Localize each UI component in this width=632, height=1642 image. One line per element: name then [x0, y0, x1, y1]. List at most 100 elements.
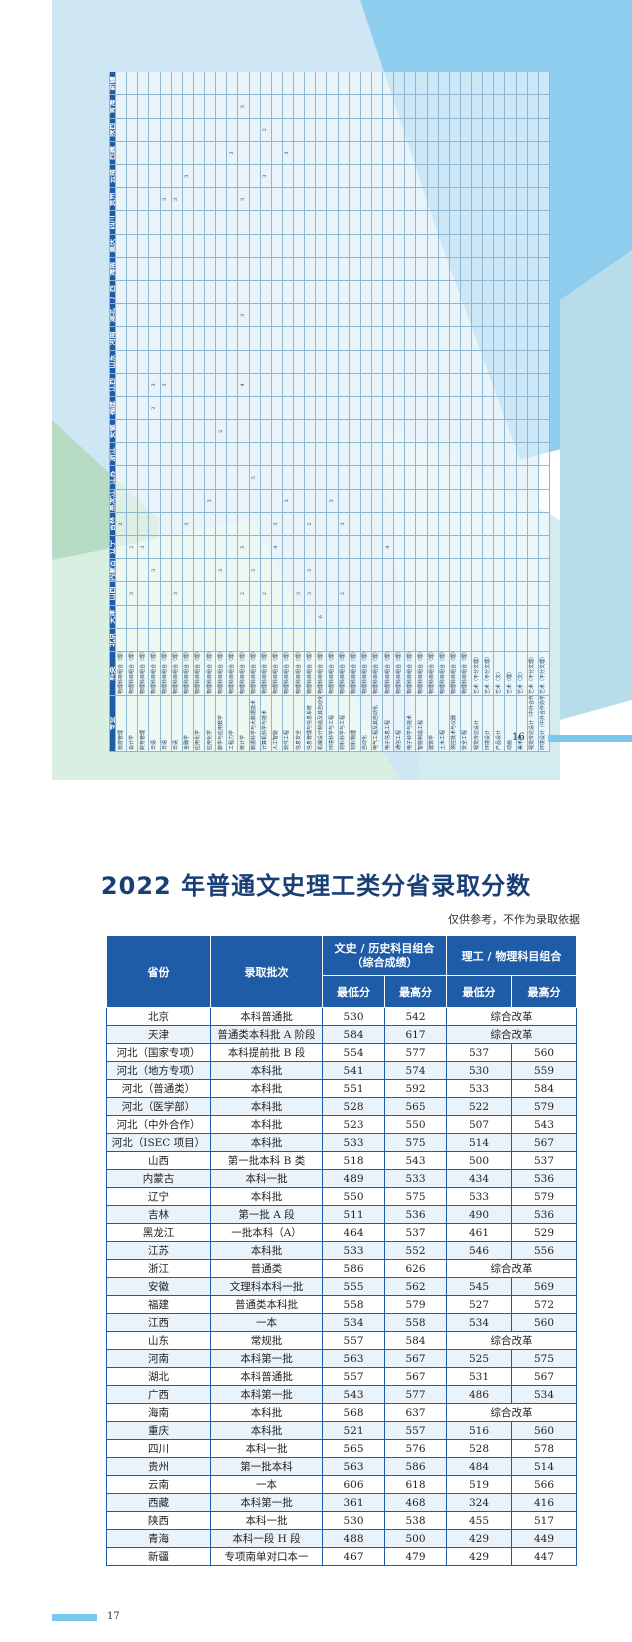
- table-row: 河北（地方专项） 本科批 541 574 530 559: [106, 1061, 577, 1080]
- quota-cell: [516, 118, 528, 142]
- quota-cell: [215, 257, 227, 281]
- subject-group-cell: 物理科目组合（理）: [293, 651, 305, 696]
- quota-cell: [493, 164, 505, 188]
- quota-cell: [471, 396, 483, 420]
- quota-cell: [193, 628, 205, 652]
- quota-cell: [148, 141, 160, 165]
- arts-max-score-cell: 468: [384, 1493, 447, 1512]
- quota-cell: [304, 303, 316, 327]
- quota-cell: [215, 118, 227, 142]
- quota-cell: [404, 280, 416, 304]
- quota-cell: [415, 350, 427, 374]
- quota-cell: [460, 535, 472, 559]
- quota-cell: 4: [237, 373, 249, 397]
- table-row: 青海 本科一段 H 段 488 500 429 449: [106, 1529, 577, 1548]
- science-min-score-cell: 516: [446, 1421, 512, 1440]
- quota-cell: 3: [126, 581, 138, 606]
- quota-cell: [226, 164, 238, 188]
- quota-cell: [137, 257, 149, 281]
- quota-cell: [338, 72, 350, 95]
- quota-cell: [237, 628, 249, 652]
- quota-cell: [427, 396, 439, 420]
- table-row: 河南 本科第一批 563 567 525 575: [106, 1349, 577, 1368]
- quota-cell: [326, 164, 338, 188]
- major-name-cell: 会计学: [126, 695, 138, 752]
- arts-min-score-cell: 550: [322, 1187, 385, 1206]
- major-table-row: 安全工程 物理科目组合（理）: [460, 72, 472, 752]
- quota-cell: [349, 210, 361, 235]
- table-row: 内蒙古 本科一批 489 533 434 536: [106, 1169, 577, 1188]
- quota-cell: [460, 350, 472, 374]
- quota-cell: [349, 187, 361, 211]
- batch-cell: 一本: [210, 1313, 323, 1332]
- quota-cell: [404, 350, 416, 374]
- quota-cell: [504, 489, 516, 513]
- header-arts-min: 最低分: [322, 975, 385, 1008]
- quota-cell: [193, 95, 205, 119]
- major-table-row: 环境设计 艺术（不分文理）: [482, 72, 494, 752]
- quota-cell: [438, 210, 450, 235]
- major-table-row: 测控技术与仪器 物理科目组合（理）: [449, 72, 461, 752]
- quota-cell: [527, 489, 539, 513]
- quota-cell: [438, 558, 450, 582]
- quota-cell: [360, 72, 372, 95]
- quota-cell: [393, 210, 405, 235]
- quota-cell: [326, 303, 338, 327]
- subject-group-cell: 物理科目组合（理）: [326, 651, 338, 696]
- arts-min-score-cell: 511: [322, 1205, 385, 1224]
- quota-cell: [249, 373, 261, 397]
- quota-cell: 3: [304, 581, 316, 606]
- quota-cell: [293, 210, 305, 235]
- quota-cell: [349, 373, 361, 397]
- quota-cell: [237, 350, 249, 374]
- quota-cell: 4: [271, 535, 283, 559]
- quota-cell: [260, 605, 272, 629]
- quota-cell: [527, 303, 539, 327]
- science-min-score-cell: 490: [446, 1205, 512, 1224]
- quota-cell: [415, 581, 427, 606]
- quota-cell: [237, 141, 249, 165]
- quota-cell: [293, 280, 305, 304]
- quota-cell: [226, 605, 238, 629]
- province-cell: 山东: [106, 1331, 211, 1350]
- quota-cell: [204, 210, 216, 235]
- quota-cell: [171, 164, 183, 188]
- quota-cell: 3: [237, 95, 249, 119]
- quota-cell: [215, 512, 227, 536]
- quota-cell: [538, 512, 550, 536]
- quota-cell: [471, 118, 483, 142]
- major-name-cell: 安全工程: [460, 695, 472, 752]
- quota-cell: [193, 164, 205, 188]
- quota-cell: [493, 396, 505, 420]
- quota-cell: [338, 118, 350, 142]
- quota-cell: [204, 72, 216, 95]
- quota-cell: [226, 257, 238, 281]
- quota-cell: [282, 419, 294, 443]
- quota-cell: [360, 303, 372, 327]
- quota-cell: [115, 234, 127, 258]
- quota-cell: [504, 303, 516, 327]
- quota-cell: [371, 581, 383, 606]
- province-cell: 四川: [106, 1439, 211, 1458]
- quota-cell: [538, 210, 550, 235]
- quota-cell: [360, 512, 372, 536]
- quota-cell: [449, 210, 461, 235]
- quota-cell: [260, 303, 272, 327]
- quota-cell: [527, 581, 539, 606]
- quota-cell: [249, 187, 261, 211]
- quota-cell: [493, 581, 505, 606]
- quota-cell: [271, 581, 283, 606]
- quota-cell: [115, 558, 127, 582]
- quota-cell: [427, 303, 439, 327]
- quota-cell: [171, 350, 183, 374]
- quota-cell: [271, 605, 283, 629]
- quota-cell: [338, 234, 350, 258]
- quota-cell: [260, 442, 272, 466]
- quota-cell: [449, 466, 461, 490]
- major-name-cell: 动画: [504, 695, 516, 752]
- quota-cell: [226, 95, 238, 119]
- quota-cell: [204, 605, 216, 629]
- quota-cell: [482, 581, 494, 606]
- quota-cell: [326, 605, 338, 629]
- quota-cell: [249, 280, 261, 304]
